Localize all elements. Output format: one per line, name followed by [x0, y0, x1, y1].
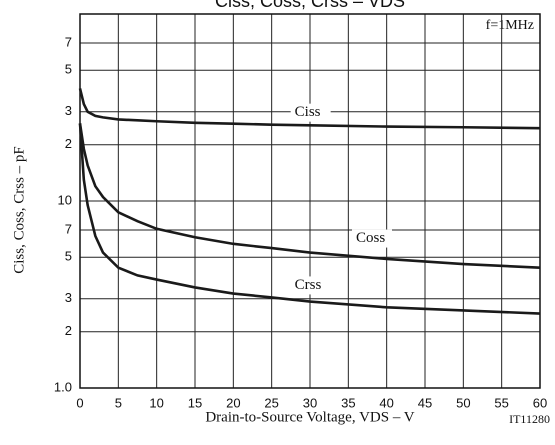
x-axis-label: Drain-to-Source Voltage, VDS – V	[205, 409, 414, 425]
series-label: Crss	[295, 277, 322, 293]
label-background	[290, 276, 331, 295]
y-tick-label: 7	[65, 221, 72, 236]
x-tick-label: 30	[303, 395, 317, 410]
x-tick-label: 20	[226, 395, 240, 410]
y-tick-label: 7	[65, 34, 72, 49]
y-tick-label: 2	[65, 323, 72, 338]
y-tick-label: 5	[65, 249, 72, 264]
label-background	[290, 103, 331, 122]
y-tick-label: 1.0	[54, 379, 72, 394]
y-axis-label: Ciss, Coss, Crss – pF	[11, 146, 27, 274]
plot-frame	[79, 13, 541, 389]
series-line	[78, 123, 541, 269]
x-tick-label: 60	[533, 395, 547, 410]
x-tick-label: 10	[149, 395, 163, 410]
x-tick-label: 0	[76, 395, 83, 410]
x-tick-label: 25	[264, 395, 278, 410]
x-tick-label: 5	[115, 395, 122, 410]
x-tick-label: 50	[456, 395, 470, 410]
y-tick-label: 3	[65, 290, 72, 305]
y-tick-label: 2	[65, 136, 72, 151]
x-tick-label: 35	[341, 395, 355, 410]
x-tick-label: 15	[188, 395, 202, 410]
annotation: IT11280	[509, 412, 550, 426]
y-tick-label: 3	[65, 103, 72, 118]
label-background	[352, 229, 392, 248]
series-line	[78, 123, 541, 315]
y-tick-label: 5	[65, 62, 72, 77]
x-tick-label: 55	[494, 395, 508, 410]
y-tick-label: 10	[58, 192, 72, 207]
series-line	[78, 88, 541, 130]
series-label: Coss	[356, 230, 385, 246]
chart-title: Ciss, Coss, Crss – VDS	[215, 0, 405, 11]
series-label: Ciss	[295, 104, 321, 120]
annotation: f=1MHz	[486, 18, 534, 33]
x-tick-label: 40	[379, 395, 393, 410]
x-tick-label: 45	[418, 395, 432, 410]
